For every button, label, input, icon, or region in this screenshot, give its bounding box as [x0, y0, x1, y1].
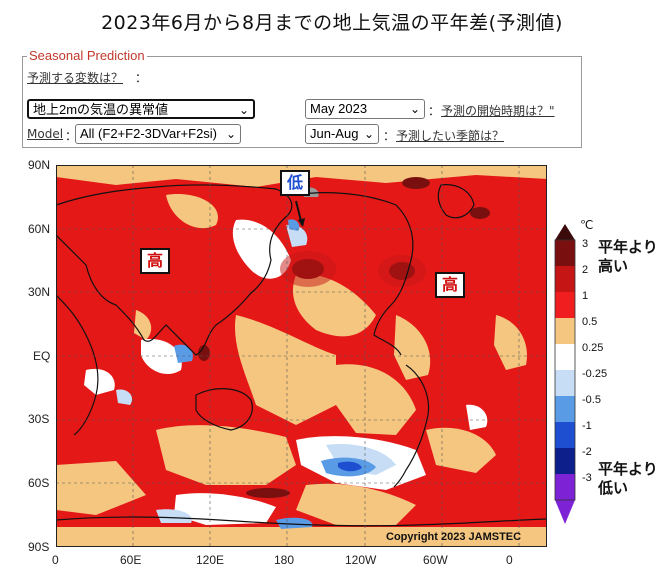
lat-label-30n: 30N — [28, 285, 51, 299]
lat-label-30s: 30S — [28, 412, 50, 426]
map-frame — [56, 165, 547, 547]
model-select[interactable]: All (F2+F2-3DVar+F2si) ⌄ — [75, 124, 241, 144]
colorbar-band — [555, 344, 575, 370]
chevron-down-icon: ⌄ — [409, 102, 420, 116]
temperature-anomaly-map: Copyright 2023 JAMSTEC — [55, 165, 548, 547]
lon-label-0-right: 0 — [506, 553, 513, 567]
colorbar-band — [555, 266, 575, 292]
lon-label-0: 0 — [52, 553, 59, 567]
panel-legend: Seasonal Prediction — [27, 48, 147, 63]
colorbar-label-neg-0-5: -0.5 — [582, 394, 601, 406]
lat-label-60s: 60S — [28, 476, 50, 490]
model-label-link[interactable]: Model — [27, 127, 64, 141]
below-normal-annotation: 平年より 低い — [598, 460, 658, 498]
colorbar-label-neg-1: -1 — [582, 420, 592, 432]
above-normal-line-2: 高い — [598, 257, 629, 275]
start-date-help-link[interactable]: 予測の開始時期は？" — [441, 104, 555, 118]
colorbar-label-neg-0-25: -0.25 — [582, 368, 608, 380]
below-normal-line-2: 低い — [598, 479, 629, 497]
below-normal-line-1: 平年より — [598, 460, 658, 478]
colorbar-max-triangle — [555, 224, 575, 240]
colorbar-label-neg-3: -3 — [582, 472, 592, 484]
colorbar-label-0-25: 0.25 — [582, 342, 604, 354]
variable-select-value: 地上2mの気温の異常値 — [33, 102, 169, 117]
start-date-value: May 2023 — [310, 101, 368, 116]
arrow-head-icon — [298, 218, 305, 227]
lon-label-180: 180 — [274, 553, 295, 567]
colorbar-min-triangle — [555, 500, 575, 524]
anomaly-red-areas — [280, 251, 426, 287]
start-date-select[interactable]: May 2023 ⌄ — [305, 99, 425, 119]
colorbar-label-1: 1 — [582, 290, 589, 302]
colorbar-band — [555, 318, 575, 344]
lon-label-120e: 120E — [196, 553, 225, 567]
anomaly-dark-blue-areas — [338, 461, 362, 472]
colorbar-band — [555, 292, 575, 318]
lat-label-eq: EQ — [33, 349, 51, 363]
chevron-down-icon: ⌄ — [238, 103, 249, 117]
seasonal-prediction-panel: Seasonal Prediction 予測する変数は？ ： 地上2mの気温の異… — [22, 48, 582, 148]
colorbar-bands — [555, 240, 575, 500]
colorbar-band — [555, 240, 575, 266]
lat-label-60n: 60N — [28, 222, 51, 236]
colon-text: ： — [383, 129, 396, 143]
colorbar-band — [555, 370, 575, 396]
colorbar-band — [555, 474, 575, 500]
chevron-down-icon: ⌄ — [225, 127, 236, 141]
colorbar-unit: ℃ — [580, 218, 594, 232]
above-normal-annotation: 平年より 高い — [598, 238, 658, 276]
lat-label-90n: 90N — [28, 158, 51, 172]
season-select-value: Jun-Aug — [310, 126, 359, 141]
high-anomaly-marker-right: 高 — [435, 272, 465, 298]
colorbar-band — [555, 396, 575, 422]
colon-text: ： — [65, 129, 78, 143]
colorbar-band — [555, 448, 575, 474]
colon-text: ： — [135, 71, 148, 85]
season-help-link[interactable]: 予測したい季節は？ — [396, 129, 505, 143]
variable-select[interactable]: 地上2mの気温の異常値 ⌄ — [27, 99, 255, 119]
above-normal-line-1: 平年より — [598, 238, 658, 256]
season-select[interactable]: Jun-Aug ⌄ — [305, 124, 379, 144]
colorbar-label-0-5: 0.5 — [582, 316, 598, 328]
colorbar-label-2: 2 — [582, 264, 589, 276]
coastlines — [55, 184, 548, 527]
page-title: 2023年6月から8月までの地上気温の平年差(予測値) — [101, 12, 563, 34]
lon-label-60e: 60E — [120, 553, 142, 567]
anomaly-blue-areas — [174, 219, 376, 529]
colorbar-label-3: 3 — [582, 238, 589, 250]
model-select-value: All (F2+F2-3DVar+F2si) — [80, 126, 218, 141]
copyright-text: Copyright 2023 JAMSTEC — [386, 531, 522, 543]
chevron-down-icon: ⌄ — [363, 127, 374, 141]
high-anomaly-marker-left: 高 — [140, 248, 170, 274]
lat-label-90s: 90S — [28, 540, 50, 554]
map-gridlines — [56, 165, 547, 547]
anomaly-pale-orange-areas — [56, 165, 547, 547]
colon-text: ： — [428, 104, 441, 118]
low-anomaly-marker: 低 — [280, 170, 310, 196]
variable-help-link[interactable]: 予測する変数は？ — [27, 71, 124, 85]
colorbar-label-neg-2: -2 — [582, 446, 592, 458]
colorbar-frame — [554, 239, 576, 501]
lon-label-120w: 120W — [345, 553, 377, 567]
colorbar — [554, 224, 576, 524]
lon-label-60w: 60W — [423, 553, 448, 567]
colorbar-band — [555, 422, 575, 448]
